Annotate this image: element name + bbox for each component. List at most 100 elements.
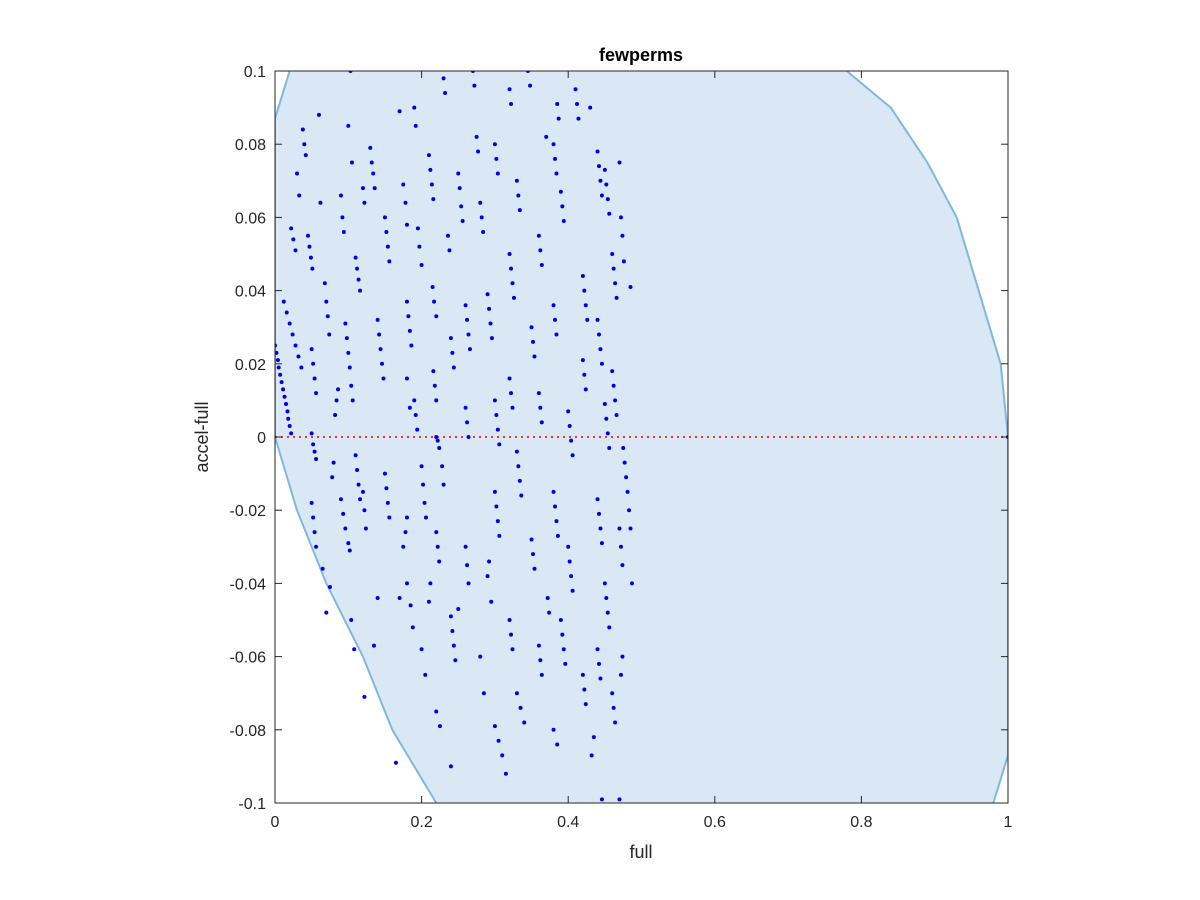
data-point: [451, 643, 456, 648]
data-point: [529, 325, 534, 330]
data-point: [538, 405, 543, 410]
data-point: [403, 200, 408, 205]
data-point: [450, 628, 455, 633]
data-point: [419, 464, 424, 469]
data-point: [596, 164, 601, 169]
data-point: [404, 299, 409, 304]
data-point: [314, 456, 319, 461]
data-point: [312, 530, 317, 535]
data-point: [406, 314, 411, 319]
data-point: [514, 178, 519, 183]
x-tick-label: 0: [271, 814, 280, 831]
data-point: [563, 661, 568, 666]
data-point: [291, 237, 296, 242]
data-point: [604, 596, 609, 601]
data-point: [434, 398, 439, 403]
data-point: [434, 530, 439, 535]
data-point: [496, 738, 501, 743]
data-point: [440, 464, 445, 469]
data-point: [401, 182, 406, 187]
data-point: [375, 596, 380, 601]
data-point: [307, 244, 312, 249]
data-point: [518, 705, 523, 710]
data-point: [614, 413, 619, 418]
data-point: [556, 116, 561, 121]
data-point: [393, 760, 398, 765]
data-point: [489, 336, 494, 341]
data-point: [554, 171, 559, 176]
data-point: [618, 544, 623, 549]
data-point: [555, 742, 560, 747]
data-point: [403, 530, 408, 535]
data-point: [516, 464, 521, 469]
data-point: [474, 134, 479, 139]
data-point: [598, 676, 603, 681]
data-point: [485, 574, 490, 579]
data-point: [407, 328, 412, 333]
data-point: [275, 350, 279, 355]
data-point: [602, 402, 607, 407]
data-point: [567, 424, 572, 429]
data-point: [448, 764, 453, 769]
data-point: [443, 90, 448, 95]
data-point: [432, 383, 437, 388]
data-point: [349, 618, 354, 622]
data-point: [430, 284, 435, 289]
region-left-edge: [275, 71, 438, 803]
data-point: [547, 610, 552, 615]
data-point: [296, 354, 301, 359]
data-point: [437, 724, 442, 729]
data-point: [492, 398, 497, 403]
data-point: [346, 541, 351, 546]
data-point: [628, 284, 633, 289]
y-tick-label: -0.04: [230, 576, 267, 593]
data-point: [311, 442, 316, 447]
data-point: [588, 105, 593, 110]
data-point: [465, 563, 470, 568]
data-point: [362, 508, 367, 513]
data-point: [553, 156, 558, 161]
data-point: [441, 76, 446, 81]
data-point: [338, 193, 343, 198]
data-point: [459, 204, 464, 209]
data-point: [551, 727, 556, 732]
data-point: [413, 123, 418, 128]
data-point: [466, 332, 471, 337]
data-point: [448, 336, 453, 341]
data-point: [507, 252, 512, 256]
data-point: [362, 200, 367, 205]
data-point: [553, 317, 558, 322]
data-point: [336, 387, 341, 392]
data-point: [628, 526, 633, 531]
data-point: [285, 409, 290, 414]
x-tick-label: 0.8: [850, 814, 872, 831]
data-point: [478, 654, 483, 659]
data-point: [555, 533, 560, 538]
data-point: [539, 420, 544, 425]
data-point: [417, 244, 422, 249]
data-point: [478, 200, 483, 205]
data-point: [355, 266, 360, 271]
data-point: [605, 431, 610, 436]
data-point: [495, 427, 500, 432]
data-point: [538, 658, 543, 663]
data-point: [509, 101, 514, 106]
data-point: [286, 416, 291, 421]
data-point: [281, 299, 286, 304]
data-point: [287, 424, 292, 429]
data-point: [437, 559, 442, 564]
data-point: [450, 350, 455, 355]
data-point: [422, 500, 427, 505]
data-point: [620, 233, 625, 238]
data-point: [338, 497, 343, 502]
data-point: [314, 544, 319, 549]
data-point: [599, 361, 604, 366]
data-point: [387, 515, 392, 520]
data-point: [456, 607, 461, 612]
data-point: [494, 156, 499, 161]
data-point: [309, 347, 314, 352]
data-point: [517, 478, 522, 483]
data-point: [385, 500, 390, 505]
data-point: [558, 618, 563, 622]
data-point: [421, 482, 426, 487]
